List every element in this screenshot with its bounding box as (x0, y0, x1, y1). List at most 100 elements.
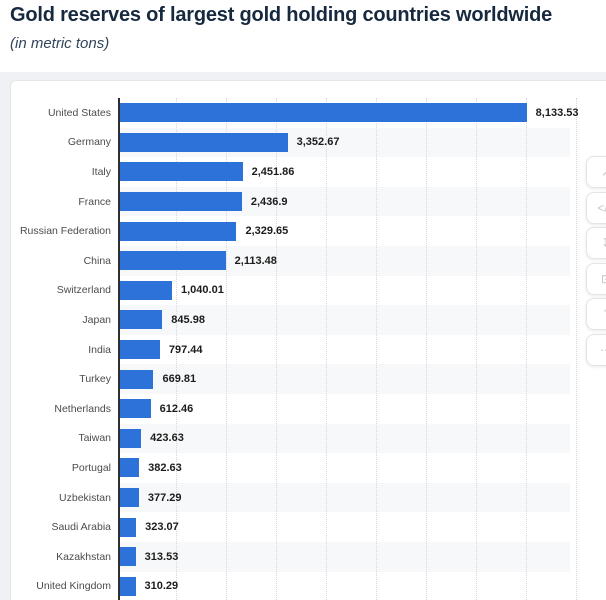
value-label: 2,113.48 (234, 254, 277, 267)
chart-row: Uzbekistan 377.29 (11, 482, 606, 513)
more-button[interactable]: ⋯ (586, 333, 606, 366)
category-label: Portugal (71, 461, 111, 474)
category-label: Kazakhstan (56, 550, 111, 563)
bar[interactable] (120, 221, 237, 241)
value-label: 612.46 (159, 402, 194, 415)
bar[interactable] (120, 488, 139, 508)
bar-area: 323.07 (118, 512, 570, 542)
chart-header: Gold reserves of largest gold holding co… (0, 0, 606, 72)
bar-area: 797.44 (118, 334, 570, 365)
category-label: Turkey (79, 373, 111, 386)
chart-row: Japan 845.98 (11, 305, 606, 335)
chart-row: Turkey 669.81 (11, 364, 606, 394)
bar[interactable] (120, 547, 136, 567)
share-icon: ↗ (601, 166, 606, 178)
bar-area: 8,133.53 (118, 98, 579, 128)
print-icon: ⊡ (601, 273, 606, 285)
chart-row: United States 8,133.53 (11, 98, 606, 128)
category-label: France (78, 195, 111, 208)
value-label: 3,352.67 (296, 136, 340, 149)
chart-section: United States 8,133.53 Germany 3,352.67 Ital… (0, 72, 606, 600)
citation-icon: ” (604, 308, 606, 320)
bar[interactable] (120, 251, 226, 271)
category-label: Germany (67, 136, 111, 149)
value-label: 323.07 (145, 521, 179, 534)
chart-row: Russian Federation 2,329.65 (11, 216, 606, 246)
chart-row: Netherlands 612.46 (11, 393, 606, 424)
category-label: Netherlands (54, 402, 111, 415)
bar-area: 313.53 (118, 541, 570, 572)
category-label: Saudi Arabia (51, 521, 111, 534)
chart-row: France 2,436.9 (11, 186, 606, 217)
chart-card: United States 8,133.53 Germany 3,352.67 Ital… (10, 80, 606, 600)
chart-row: Italy 2,451.86 (11, 157, 606, 187)
bar[interactable] (120, 576, 136, 596)
value-label: 2,329.65 (245, 225, 289, 238)
bar-area: 1,040.01 (118, 275, 570, 306)
value-label: 1,040.01 (181, 284, 224, 297)
download-icon: ↧ (601, 237, 606, 249)
value-label: 845.98 (171, 313, 205, 326)
bar-area: 423.63 (118, 423, 570, 454)
bar-area: 669.81 (118, 364, 570, 394)
more-icon: ⋯ (600, 342, 606, 357)
page-title: Gold reserves of largest gold holding co… (10, 4, 553, 26)
bar[interactable] (120, 280, 172, 300)
category-label: Russian Federation (19, 225, 111, 238)
bar[interactable] (120, 132, 288, 152)
category-label: Japan (82, 313, 111, 326)
value-label: 8,133.53 (535, 106, 579, 119)
value-label: 313.53 (144, 550, 179, 563)
value-label: 423.63 (150, 432, 184, 445)
bar-area: 2,451.86 (118, 157, 570, 187)
chart-row: Kazakhstan 313.53 (11, 541, 606, 572)
bar-chart-plot: United States 8,133.53 Germany 3,352.67 Ital… (11, 98, 606, 600)
bar-area: 382.63 (118, 453, 570, 483)
bar-area: 2,436.9 (118, 186, 570, 217)
chart-row: China 2,113.48 (11, 245, 606, 276)
category-label: United States (47, 106, 111, 119)
value-label: 310.29 (144, 580, 179, 593)
bar-area: 377.29 (118, 482, 570, 513)
chart-rows: United States 8,133.53 Germany 3,352.67 Ital… (11, 98, 606, 600)
category-label: United Kingdom (36, 580, 111, 593)
value-label: 669.81 (162, 373, 197, 386)
bar-area: 310.29 (118, 571, 570, 600)
value-label: 2,436.9 (250, 195, 288, 208)
download-button[interactable]: ↧ (586, 227, 606, 259)
chart-row: Taiwan 423.63 (11, 423, 606, 454)
bar[interactable] (120, 399, 151, 419)
embed-button[interactable]: </> (586, 191, 606, 224)
bar-area: 845.98 (118, 305, 570, 335)
print-button[interactable]: ⊡ (586, 262, 606, 295)
bar[interactable] (120, 369, 154, 389)
bar-area: 612.46 (118, 393, 570, 424)
category-label: China (83, 254, 111, 267)
value-label: 377.29 (147, 491, 182, 504)
bar-area: 2,113.48 (118, 245, 570, 276)
value-label: 382.63 (148, 461, 182, 474)
page-subtitle: (in metric tons) (10, 35, 110, 52)
chart-row: Germany 3,352.67 (11, 127, 606, 158)
chart-row: United Kingdom 310.29 (11, 571, 606, 600)
embed-icon: </> (597, 200, 606, 215)
bar-area: 3,352.67 (118, 127, 570, 158)
bar[interactable] (120, 310, 163, 330)
chart-row: India 797.44 (11, 334, 606, 365)
bar-area: 2,329.65 (118, 216, 570, 246)
chart-action-toolbar: ↗ </> ↧ ⊡ ” ⋯ (586, 156, 606, 366)
share-button[interactable]: ↗ (586, 156, 606, 188)
category-label: Uzbekistan (59, 491, 111, 504)
bar[interactable] (120, 192, 242, 212)
chart-row: Switzerland 1,040.01 (11, 275, 606, 306)
bar[interactable] (120, 162, 243, 182)
citation-button[interactable]: ” (586, 298, 606, 330)
bar[interactable] (120, 428, 142, 448)
value-label: 2,451.86 (251, 165, 295, 178)
bar[interactable] (120, 103, 527, 123)
category-label: Switzerland (56, 284, 111, 297)
bar[interactable] (120, 340, 160, 360)
bar[interactable] (120, 458, 140, 478)
bar[interactable] (120, 517, 137, 537)
category-label: Taiwan (78, 432, 111, 445)
